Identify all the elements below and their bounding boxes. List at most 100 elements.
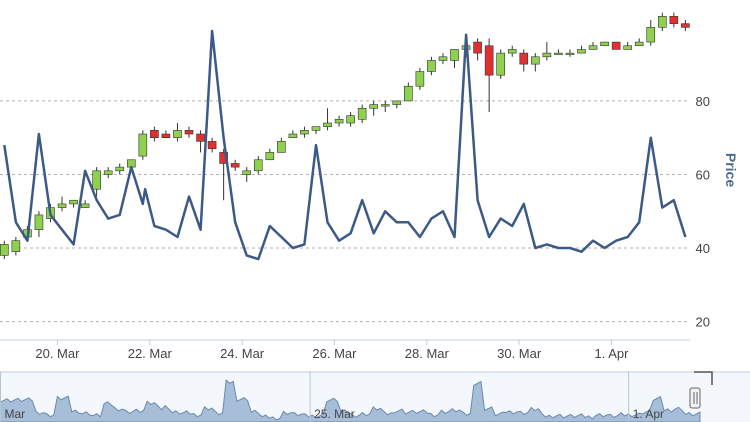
candle-body-up xyxy=(92,170,101,190)
candle-body-up xyxy=(588,45,598,50)
candlestick xyxy=(334,115,344,127)
candle-body-up xyxy=(380,104,390,107)
candle-body-down xyxy=(184,130,194,135)
candlestick xyxy=(496,49,505,79)
candlestick xyxy=(438,53,448,65)
candlestick xyxy=(542,42,552,61)
candlestick xyxy=(404,82,413,102)
candle-body-up xyxy=(103,170,113,175)
candle-body-up xyxy=(311,126,321,131)
candle-body-up xyxy=(138,133,148,157)
candle-body-down xyxy=(161,133,171,139)
candlestick xyxy=(611,41,621,50)
candlestick xyxy=(311,126,321,135)
candlestick xyxy=(531,53,540,72)
candlestick xyxy=(657,12,667,32)
candlestick xyxy=(577,45,586,54)
candlestick xyxy=(392,100,402,109)
candlestick xyxy=(103,167,113,179)
candlestick xyxy=(588,42,598,50)
candle-body-up xyxy=(300,130,309,135)
candlestick xyxy=(69,199,78,208)
candle-body-up xyxy=(415,71,425,87)
candlestick xyxy=(0,240,9,260)
candlestick xyxy=(623,42,632,50)
candle-body-up xyxy=(357,107,367,120)
x-tick-label: 22. Mar xyxy=(128,346,173,361)
candle-body-up xyxy=(334,119,344,124)
candlestick xyxy=(230,159,240,171)
candlestick xyxy=(219,148,228,201)
candlestick xyxy=(92,167,101,197)
candle-body-up xyxy=(265,152,275,161)
x-tick-label: 24. Mar xyxy=(220,346,265,361)
navigator-label: 25. Mar xyxy=(314,407,355,421)
candlestick xyxy=(415,67,425,90)
candle-body-up xyxy=(369,104,379,109)
candle-body-up xyxy=(11,240,21,253)
candlestick xyxy=(427,56,436,76)
candle-body-up xyxy=(657,16,667,28)
candle-body-up xyxy=(173,130,182,139)
candlestick xyxy=(507,45,517,57)
candle-body-up xyxy=(392,100,402,105)
candle-body-up xyxy=(323,122,332,127)
candlestick xyxy=(253,156,263,175)
candlestick xyxy=(34,211,44,238)
navigator-handle[interactable] xyxy=(689,387,701,409)
candlestick xyxy=(600,41,609,47)
navigator-label: 1. Apr xyxy=(633,407,664,421)
candlestick xyxy=(80,200,90,208)
x-tick-label: 20. Mar xyxy=(35,346,80,361)
candlestick xyxy=(277,137,286,153)
y-tick-label: 60 xyxy=(696,167,710,182)
candlestick xyxy=(565,49,575,57)
candlestick xyxy=(634,38,644,47)
candle-body-down xyxy=(669,16,679,24)
candle-body-up xyxy=(496,52,505,76)
candle-body-up xyxy=(346,115,355,124)
candlestick xyxy=(300,126,309,138)
candlestick xyxy=(173,122,182,142)
candlestick xyxy=(242,167,252,182)
y-tick-label: 40 xyxy=(696,241,710,256)
candle-body-up xyxy=(634,41,644,47)
candlestick xyxy=(288,130,298,139)
candle-body-up xyxy=(277,141,286,153)
candle-body-up xyxy=(646,27,656,43)
y-tick-label: 20 xyxy=(696,315,710,330)
candlestick xyxy=(646,20,656,46)
candlestick xyxy=(11,237,21,256)
candle-body-up xyxy=(450,49,459,61)
candle-body-down xyxy=(681,23,690,28)
candlestick xyxy=(681,20,690,32)
navigator-label: Mar xyxy=(4,407,25,421)
candle-body-up xyxy=(34,214,44,230)
candlestick xyxy=(380,100,390,112)
candlestick xyxy=(346,111,355,127)
candle-body-up xyxy=(242,170,252,175)
candlestick xyxy=(554,49,563,55)
candle-body-down xyxy=(484,45,494,76)
candlestick xyxy=(369,100,379,116)
y-tick-label: 80 xyxy=(696,94,710,109)
candle-body-down xyxy=(196,133,205,142)
candle-body-down xyxy=(611,41,621,50)
candle-body-down xyxy=(207,141,217,150)
candlestick xyxy=(184,126,194,138)
candle-body-up xyxy=(542,52,552,58)
candle-body-up xyxy=(623,45,632,50)
candlestick xyxy=(473,38,482,61)
candlestick xyxy=(323,108,332,131)
candle-body-up xyxy=(427,60,436,72)
candlestick xyxy=(150,126,159,142)
candle-body-up xyxy=(404,85,413,102)
y-axis-title: Price xyxy=(723,153,739,187)
x-tick-label: 28. Mar xyxy=(405,346,450,361)
candlestick xyxy=(196,130,205,153)
candlestick xyxy=(57,196,67,212)
candlestick xyxy=(357,104,367,123)
candle-body-up xyxy=(80,203,90,208)
